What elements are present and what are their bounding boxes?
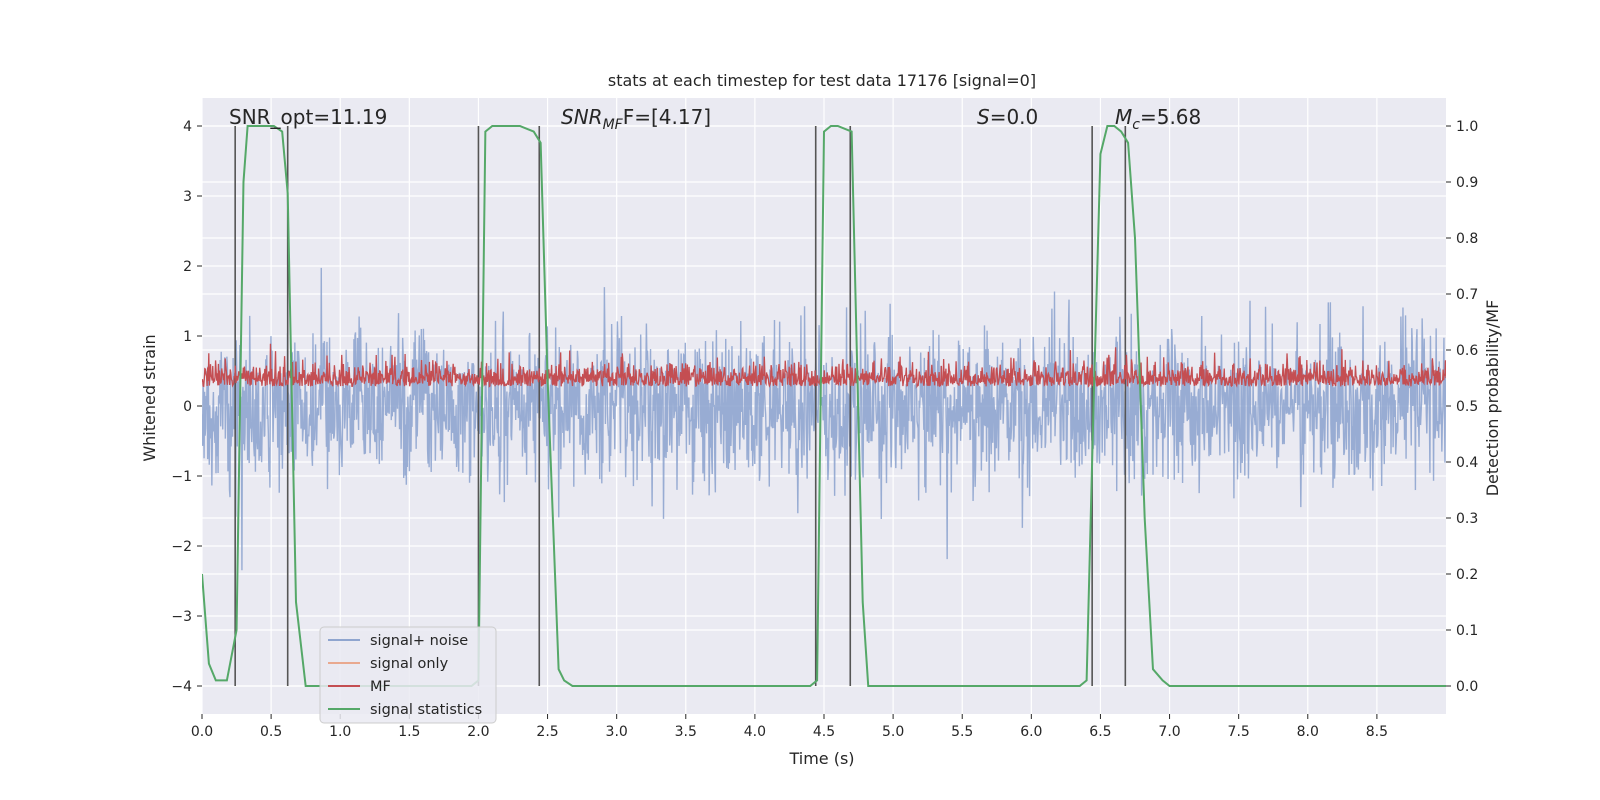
y-right-tick-label: 0.0 [1456, 679, 1478, 695]
y-right-tick-label: 1.0 [1456, 119, 1478, 135]
series-line-mf [202, 343, 1446, 389]
y-left-tick-label: 2 [183, 259, 192, 275]
plot-layer [202, 125, 1446, 687]
y-right-tick-label: 0.5 [1456, 399, 1478, 415]
series-mf [202, 343, 1446, 389]
x-tick-label: 3.0 [606, 724, 628, 740]
x-tick-label: 7.5 [1228, 724, 1250, 740]
y-right-tick-label: 0.6 [1456, 343, 1478, 359]
y-left-tick-label: 1 [183, 329, 192, 345]
legend-label-signal-noise: signal+ noise [370, 633, 468, 649]
annotation-snr-mf: SNRMFF=[4.17] [561, 105, 711, 133]
x-tick-label: 7.0 [1158, 724, 1180, 740]
legend-box [319, 626, 497, 724]
y-left-axis-label: Whitened strain [140, 334, 159, 461]
annotation-s: S=0.0 [977, 105, 1038, 129]
y-left-tick-label: −4 [171, 679, 192, 695]
y-left-tick-label: 4 [183, 119, 192, 135]
x-tick-label: 0.0 [191, 724, 213, 740]
y-right-tick-label: 0.2 [1456, 567, 1478, 583]
x-tick-label: 8.0 [1297, 724, 1319, 740]
x-tick-label: 1.0 [329, 724, 351, 740]
legend-label-signal-only: signal only [370, 656, 449, 672]
x-axis-label: Time (s) [788, 749, 854, 768]
series-signal-statistics [202, 125, 1446, 687]
vertical-markers [234, 126, 1127, 686]
series-signal-noise [202, 267, 1446, 571]
y-left-tick-label: −1 [171, 469, 192, 485]
series-line-signal-statistics [202, 125, 1446, 687]
legend-label-signal-statistics: signal statistics [370, 702, 482, 718]
x-tick-label: 6.5 [1089, 724, 1111, 740]
y-right-tick-label: 0.3 [1456, 511, 1478, 527]
x-tick-label: 6.0 [1020, 724, 1042, 740]
y-right-tick-label: 0.9 [1456, 175, 1478, 191]
y-right-axis-ticks: 1.0 0.9 0.8 0.7 0.6 0.5 0.4 0.3 0.2 0.1 0.0 [1446, 119, 1478, 695]
x-tick-label: 4.5 [813, 724, 835, 740]
legend-label-mf: MF [370, 679, 391, 695]
series-line-signal-noise [202, 267, 1446, 571]
x-tick-label: 5.5 [951, 724, 973, 740]
y-left-tick-label: −3 [171, 609, 192, 625]
y-right-tick-label: 0.1 [1456, 623, 1478, 639]
legend: signal+ noise signal only MF signal stat… [319, 626, 497, 724]
x-tick-label: 3.5 [675, 724, 697, 740]
annotation-mc: Mc=5.68 [1115, 105, 1201, 133]
annotation-snr-opt: SNR_opt=11.19 [229, 105, 387, 129]
y-left-tick-label: 0 [183, 399, 192, 415]
x-tick-label: 1.5 [398, 724, 420, 740]
y-right-tick-label: 0.7 [1456, 287, 1478, 303]
x-tick-label: 4.0 [744, 724, 766, 740]
y-right-tick-label: 0.4 [1456, 455, 1478, 471]
x-tick-label: 8.5 [1366, 724, 1388, 740]
y-left-axis-ticks: 4 3 2 1 0 −1 −2 −3 −4 [171, 119, 202, 695]
x-tick-label: 0.5 [260, 724, 282, 740]
x-tick-label: 2.5 [536, 724, 558, 740]
x-axis-ticks: 0.0 0.5 1.0 1.5 2.0 2.5 3.0 3.5 4.0 4.5 5.0 5.5 6.0 6… [191, 714, 1388, 740]
chart-title: stats at each timestep for test data 171… [608, 71, 1036, 90]
y-right-axis-label: Detection probability/MF [1483, 300, 1502, 497]
x-tick-label: 2.0 [467, 724, 489, 740]
x-tick-label: 5.0 [882, 724, 904, 740]
y-left-tick-label: −2 [171, 539, 192, 555]
y-left-tick-label: 3 [183, 189, 192, 205]
y-right-tick-label: 0.8 [1456, 231, 1478, 247]
